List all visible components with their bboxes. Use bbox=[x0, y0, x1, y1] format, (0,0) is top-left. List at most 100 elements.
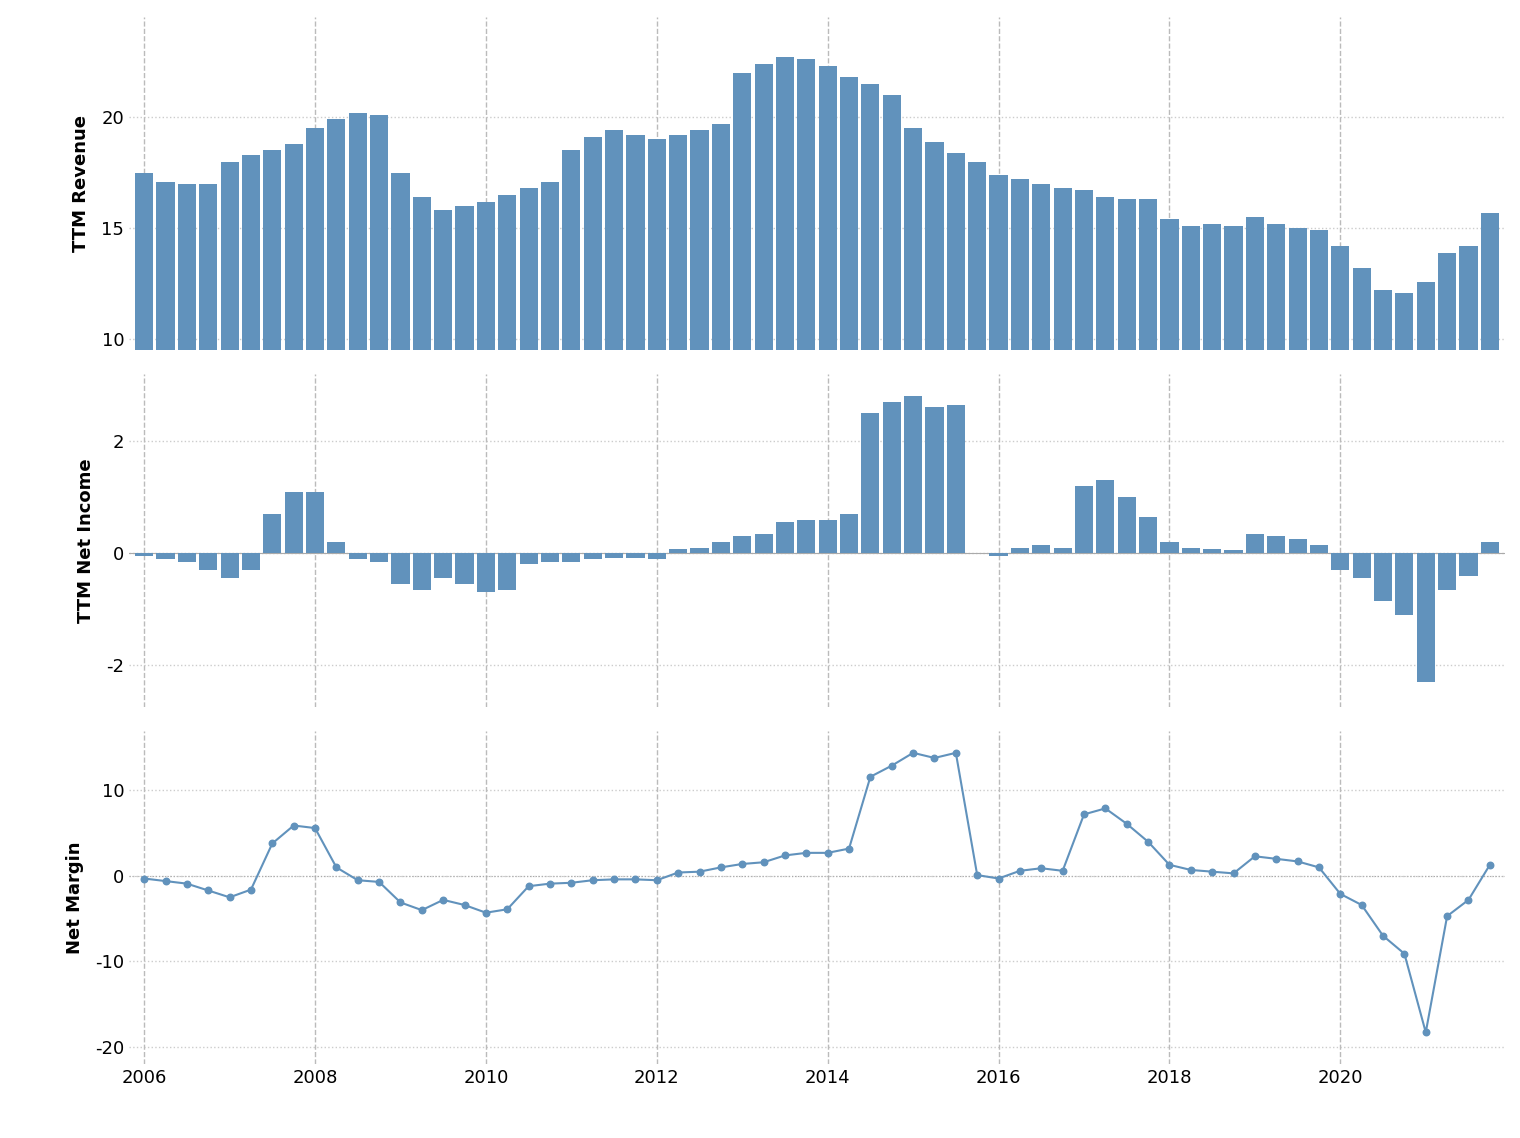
Bar bbox=[1053, 188, 1072, 562]
Bar bbox=[990, 553, 1008, 556]
Bar bbox=[1480, 213, 1499, 562]
Bar bbox=[1204, 224, 1221, 562]
Bar bbox=[306, 129, 324, 562]
Bar bbox=[1075, 486, 1093, 553]
Point bbox=[751, 854, 775, 872]
Bar bbox=[369, 553, 388, 561]
Bar bbox=[327, 119, 345, 562]
Bar bbox=[1204, 549, 1221, 553]
Bar bbox=[178, 183, 196, 562]
Bar bbox=[477, 553, 496, 593]
Bar bbox=[819, 66, 836, 562]
Bar bbox=[1225, 551, 1243, 553]
Bar bbox=[456, 553, 474, 584]
Bar bbox=[413, 197, 430, 562]
Bar bbox=[841, 77, 859, 562]
Bar bbox=[669, 135, 687, 562]
Point bbox=[666, 864, 690, 882]
Bar bbox=[135, 553, 154, 556]
Point bbox=[1222, 864, 1246, 882]
Point bbox=[1307, 858, 1332, 876]
Point bbox=[772, 847, 796, 865]
Bar bbox=[456, 206, 474, 562]
Point bbox=[1371, 926, 1395, 945]
Bar bbox=[754, 64, 772, 562]
Bar bbox=[1438, 253, 1456, 562]
Bar bbox=[220, 162, 239, 562]
Point bbox=[901, 744, 926, 762]
Bar bbox=[1246, 217, 1265, 562]
Bar bbox=[1181, 547, 1199, 553]
Bar bbox=[711, 542, 730, 553]
Bar bbox=[348, 553, 366, 559]
Point bbox=[1350, 896, 1374, 914]
Bar bbox=[477, 201, 496, 562]
Bar bbox=[1395, 553, 1414, 615]
Point bbox=[281, 816, 306, 834]
Bar bbox=[348, 113, 366, 562]
Bar bbox=[947, 405, 965, 553]
Point bbox=[154, 872, 178, 890]
Point bbox=[1029, 859, 1053, 877]
Point bbox=[838, 840, 862, 858]
Point bbox=[559, 874, 584, 892]
Point bbox=[1157, 856, 1181, 874]
Bar bbox=[1225, 226, 1243, 562]
Bar bbox=[733, 73, 751, 562]
Bar bbox=[1353, 553, 1371, 578]
Bar bbox=[819, 520, 836, 553]
Bar bbox=[1053, 547, 1072, 553]
Bar bbox=[1032, 545, 1050, 553]
Point bbox=[623, 871, 648, 889]
Bar bbox=[220, 553, 239, 578]
Bar bbox=[520, 188, 538, 562]
Bar bbox=[605, 131, 623, 562]
Bar bbox=[968, 162, 986, 562]
Point bbox=[324, 858, 348, 876]
Point bbox=[1414, 1023, 1438, 1041]
Bar bbox=[1310, 545, 1328, 553]
Point bbox=[1265, 850, 1289, 868]
Point bbox=[581, 871, 605, 889]
Point bbox=[1392, 945, 1417, 963]
Bar bbox=[1417, 281, 1435, 562]
Bar bbox=[369, 115, 388, 562]
Point bbox=[453, 896, 477, 914]
Point bbox=[1008, 861, 1032, 880]
Point bbox=[1477, 856, 1502, 874]
Point bbox=[196, 881, 220, 899]
Bar bbox=[306, 492, 324, 553]
Point bbox=[538, 874, 562, 892]
Bar bbox=[157, 182, 175, 562]
Point bbox=[1435, 907, 1459, 925]
Point bbox=[708, 858, 733, 876]
Point bbox=[345, 871, 369, 889]
Bar bbox=[1075, 190, 1093, 562]
Bar bbox=[199, 183, 217, 562]
Bar bbox=[862, 84, 880, 562]
Bar bbox=[711, 124, 730, 562]
Bar bbox=[584, 137, 602, 562]
Point bbox=[986, 869, 1011, 888]
Bar bbox=[178, 553, 196, 561]
Point bbox=[1199, 863, 1224, 881]
Bar bbox=[327, 542, 345, 553]
Point bbox=[1243, 847, 1268, 865]
Bar bbox=[541, 553, 559, 561]
Bar bbox=[157, 553, 175, 559]
Bar bbox=[1181, 226, 1199, 562]
Bar bbox=[391, 553, 409, 584]
Point bbox=[602, 871, 626, 889]
Bar bbox=[926, 141, 944, 562]
Bar bbox=[135, 173, 154, 562]
Bar bbox=[1011, 180, 1029, 562]
Point bbox=[1050, 861, 1075, 880]
Bar bbox=[1438, 553, 1456, 589]
Bar bbox=[242, 553, 260, 570]
Point bbox=[239, 881, 263, 899]
Bar bbox=[199, 553, 217, 570]
Point bbox=[880, 757, 904, 775]
Bar bbox=[862, 413, 880, 553]
Bar bbox=[1480, 542, 1499, 553]
Bar bbox=[1160, 542, 1178, 553]
